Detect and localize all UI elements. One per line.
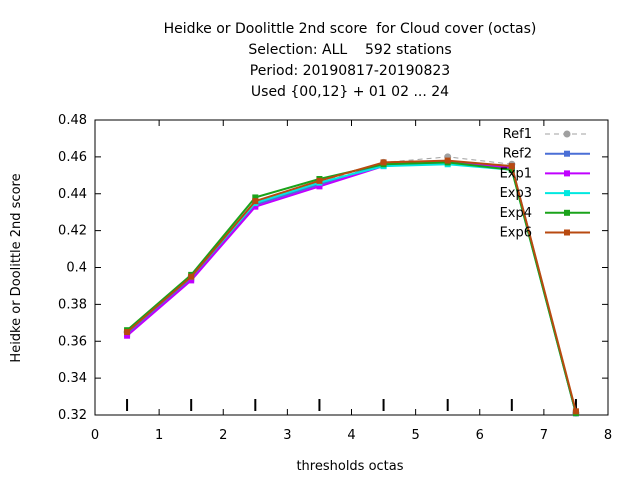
y-tick-label: 0.42 bbox=[58, 224, 87, 239]
data-point bbox=[124, 332, 131, 339]
series-line bbox=[126, 159, 577, 412]
y-tick-label: 0.46 bbox=[58, 150, 87, 165]
legend-marker bbox=[564, 150, 570, 157]
data-point bbox=[188, 277, 195, 284]
data-point bbox=[316, 183, 323, 190]
legend-label: Ref2 bbox=[503, 147, 532, 162]
legend-marker bbox=[564, 190, 570, 197]
data-point bbox=[124, 329, 131, 336]
legend-label: Exp1 bbox=[500, 166, 532, 181]
chart-title-line-1: Heidke or Doolittle 2nd score for Cloud … bbox=[163, 21, 537, 37]
x-tick-label: 8 bbox=[604, 428, 612, 443]
data-point bbox=[188, 273, 195, 280]
y-axis-label: Heidke or Doolittle 2nd score bbox=[9, 173, 24, 362]
data-point bbox=[572, 408, 579, 415]
y-tick-label: 0.36 bbox=[58, 334, 87, 349]
y-tick-label: 0.48 bbox=[58, 113, 87, 128]
legend-marker bbox=[564, 170, 570, 177]
x-tick-label: 7 bbox=[540, 428, 548, 443]
x-tick-label: 0 bbox=[91, 428, 99, 443]
x-tick-label: 2 bbox=[219, 428, 227, 443]
data-point bbox=[444, 157, 451, 164]
legend-label: Ref1 bbox=[503, 127, 532, 142]
data-point bbox=[252, 203, 259, 210]
legend-label: Exp6 bbox=[500, 226, 532, 241]
x-tick-label: 1 bbox=[155, 428, 163, 443]
data-point bbox=[252, 198, 259, 205]
x-tick-label: 4 bbox=[347, 428, 355, 443]
legend-marker bbox=[564, 209, 570, 216]
data-point bbox=[252, 194, 259, 201]
legend-label: Exp4 bbox=[500, 206, 532, 221]
x-tick-label: 6 bbox=[476, 428, 484, 443]
series-line bbox=[126, 161, 577, 414]
x-axis-label: thresholds octas bbox=[296, 459, 403, 474]
series-line bbox=[126, 163, 577, 414]
series-exp6 bbox=[124, 157, 579, 415]
data-point bbox=[380, 159, 387, 166]
chart-title-line-4: Used {00,12} + 01 02 ... 24 bbox=[250, 84, 450, 100]
plot-frame bbox=[94, 119, 609, 416]
y-tick-label: 0.44 bbox=[58, 187, 87, 202]
x-tick-label: 3 bbox=[283, 428, 291, 443]
y-tick-label: 0.32 bbox=[58, 408, 87, 423]
chart-title-line-2: Selection: ALL 592 stations bbox=[248, 42, 452, 58]
y-tick-label: 0.4 bbox=[66, 261, 87, 276]
data-point bbox=[508, 163, 515, 170]
data-point bbox=[316, 177, 323, 184]
y-tick-label: 0.34 bbox=[58, 371, 87, 386]
legend-label: Exp3 bbox=[500, 186, 532, 201]
chart-title-line-3: Period: 20190817-20190823 bbox=[249, 63, 451, 79]
x-tick-label: 5 bbox=[411, 428, 419, 443]
legend-marker bbox=[564, 229, 570, 236]
legend-marker bbox=[563, 130, 571, 138]
y-tick-label: 0.38 bbox=[58, 297, 87, 312]
